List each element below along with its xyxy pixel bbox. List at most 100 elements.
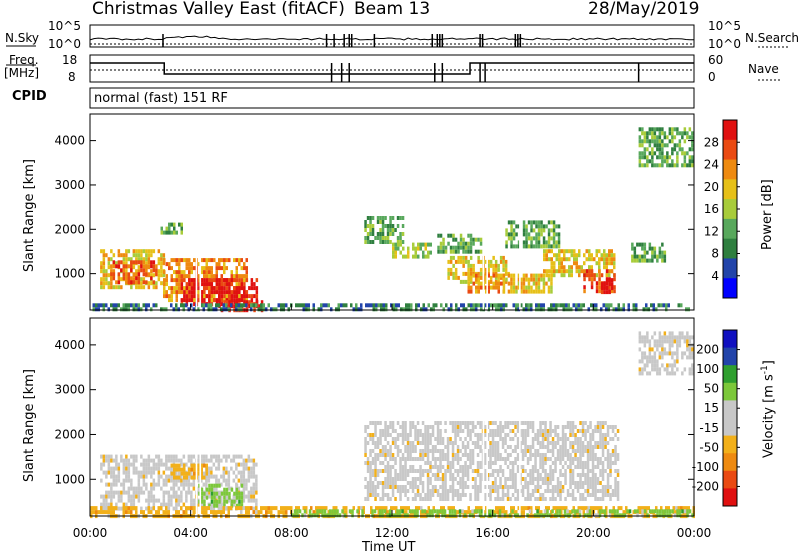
velocity-data-cell bbox=[479, 461, 482, 465]
velocity-data-cell bbox=[614, 449, 617, 453]
velocity-data-cell bbox=[648, 509, 652, 514]
power-data-cell bbox=[635, 307, 638, 312]
velocity-data-cell bbox=[601, 453, 605, 457]
velocity-data-cell bbox=[681, 331, 684, 336]
velocity-data-cell bbox=[614, 493, 617, 497]
velocity-data-cell bbox=[414, 425, 417, 429]
velocity-data-cell bbox=[237, 506, 240, 511]
power-data-cell bbox=[165, 262, 168, 267]
velocity-data-cell bbox=[589, 469, 592, 473]
velocity-data-cell bbox=[673, 363, 677, 368]
velocity-data-cell bbox=[579, 441, 582, 445]
power-data-cell bbox=[170, 303, 173, 308]
velocity-data-cell bbox=[491, 461, 495, 465]
power-data-cell bbox=[507, 289, 511, 294]
power-data-cell bbox=[588, 265, 591, 270]
power-data-cell bbox=[132, 307, 135, 312]
power-data-cell bbox=[653, 254, 657, 259]
velocity-data-cell bbox=[320, 506, 323, 511]
velocity-data-cell bbox=[544, 425, 547, 429]
power-data-cell bbox=[307, 303, 310, 308]
velocity-data-cell bbox=[165, 454, 168, 459]
power-data-cell bbox=[177, 307, 180, 312]
power-data-cell bbox=[212, 307, 215, 312]
power-data-cell bbox=[223, 290, 226, 295]
velocity-data-cell bbox=[137, 470, 141, 475]
velocity-data-cell bbox=[381, 429, 385, 433]
power-data-cell bbox=[173, 286, 176, 291]
power-data-cell bbox=[110, 281, 113, 286]
velocity-data-cell bbox=[564, 449, 567, 453]
power-data-cell bbox=[417, 303, 420, 308]
velocity-data-cell bbox=[671, 509, 674, 514]
velocity-data-cell bbox=[237, 486, 241, 491]
velocity-data-cell bbox=[117, 470, 121, 475]
power-data-cell bbox=[479, 271, 483, 276]
power-data-cell bbox=[680, 303, 683, 308]
velocity-data-cell bbox=[351, 509, 354, 514]
power-data-cell bbox=[600, 307, 603, 312]
velocity-data-cell bbox=[172, 486, 176, 491]
power-data-cell bbox=[203, 278, 206, 283]
power-data-cell bbox=[583, 273, 586, 278]
velocity-data-cell bbox=[439, 493, 442, 497]
x-axis-tick-label: 04:00 bbox=[173, 526, 208, 540]
power-data-cell bbox=[391, 216, 395, 220]
velocity-data-cell bbox=[175, 510, 178, 515]
velocity-data-cell bbox=[591, 453, 595, 457]
velocity-data-cell bbox=[170, 502, 173, 507]
velocity-data-cell bbox=[663, 331, 667, 336]
power-data-cell bbox=[422, 250, 425, 255]
power-data-cell bbox=[364, 224, 367, 228]
power-data-cell bbox=[668, 163, 672, 168]
power-data-cell bbox=[457, 245, 460, 250]
power-data-cell bbox=[210, 298, 213, 303]
velocity-data-cell bbox=[416, 421, 420, 425]
velocity-data-cell bbox=[521, 469, 525, 473]
velocity-data-cell bbox=[454, 477, 457, 481]
velocity-data-cell bbox=[464, 449, 467, 453]
power-data-cell bbox=[494, 263, 498, 268]
power-colorbar-tick-label: 4 bbox=[711, 269, 719, 283]
power-data-cell bbox=[137, 249, 141, 254]
power-data-cell bbox=[653, 250, 657, 255]
velocity-data-cell bbox=[499, 425, 502, 429]
power-data-cell bbox=[470, 285, 473, 290]
velocity-data-cell bbox=[439, 449, 442, 453]
velocity-data-cell bbox=[539, 465, 542, 469]
velocity-data-cell bbox=[107, 510, 110, 515]
velocity-data-cell bbox=[589, 421, 592, 425]
velocity-data-cell bbox=[591, 449, 595, 453]
power-data-cell bbox=[613, 261, 616, 266]
power-data-cell bbox=[399, 216, 402, 220]
velocity-data-cell bbox=[172, 482, 176, 487]
velocity-data-cell bbox=[501, 489, 505, 493]
power-data-cell bbox=[152, 273, 156, 278]
power-data-cell bbox=[386, 232, 390, 236]
velocity-data-cell bbox=[529, 457, 532, 461]
velocity-data-cell bbox=[409, 465, 412, 469]
power-data-cell bbox=[676, 127, 679, 132]
velocity-data-cell bbox=[446, 453, 450, 457]
velocity-data-cell bbox=[222, 510, 225, 515]
velocity-data-cell bbox=[391, 513, 394, 518]
power-data-cell bbox=[646, 139, 649, 144]
power-data-cell bbox=[530, 228, 533, 233]
power-data-cell bbox=[683, 139, 687, 144]
velocity-data-cell bbox=[160, 502, 163, 507]
velocity-data-cell bbox=[220, 506, 223, 511]
power-data-cell bbox=[120, 253, 123, 258]
velocity-data-cell bbox=[476, 473, 480, 477]
velocity-data-cell bbox=[594, 429, 597, 433]
power-data-cell bbox=[376, 216, 380, 220]
power-data-cell bbox=[424, 254, 427, 259]
power-data-cell bbox=[366, 232, 370, 236]
velocity-data-cell bbox=[188, 471, 191, 476]
power-data-cell bbox=[638, 135, 642, 140]
velocity-data-cell bbox=[388, 513, 392, 518]
power-data-cell bbox=[235, 307, 238, 312]
velocity-data-cell bbox=[581, 453, 585, 457]
velocity-data-cell bbox=[511, 421, 515, 425]
velocity-data-cell bbox=[628, 509, 632, 514]
power-data-cell bbox=[208, 290, 211, 295]
